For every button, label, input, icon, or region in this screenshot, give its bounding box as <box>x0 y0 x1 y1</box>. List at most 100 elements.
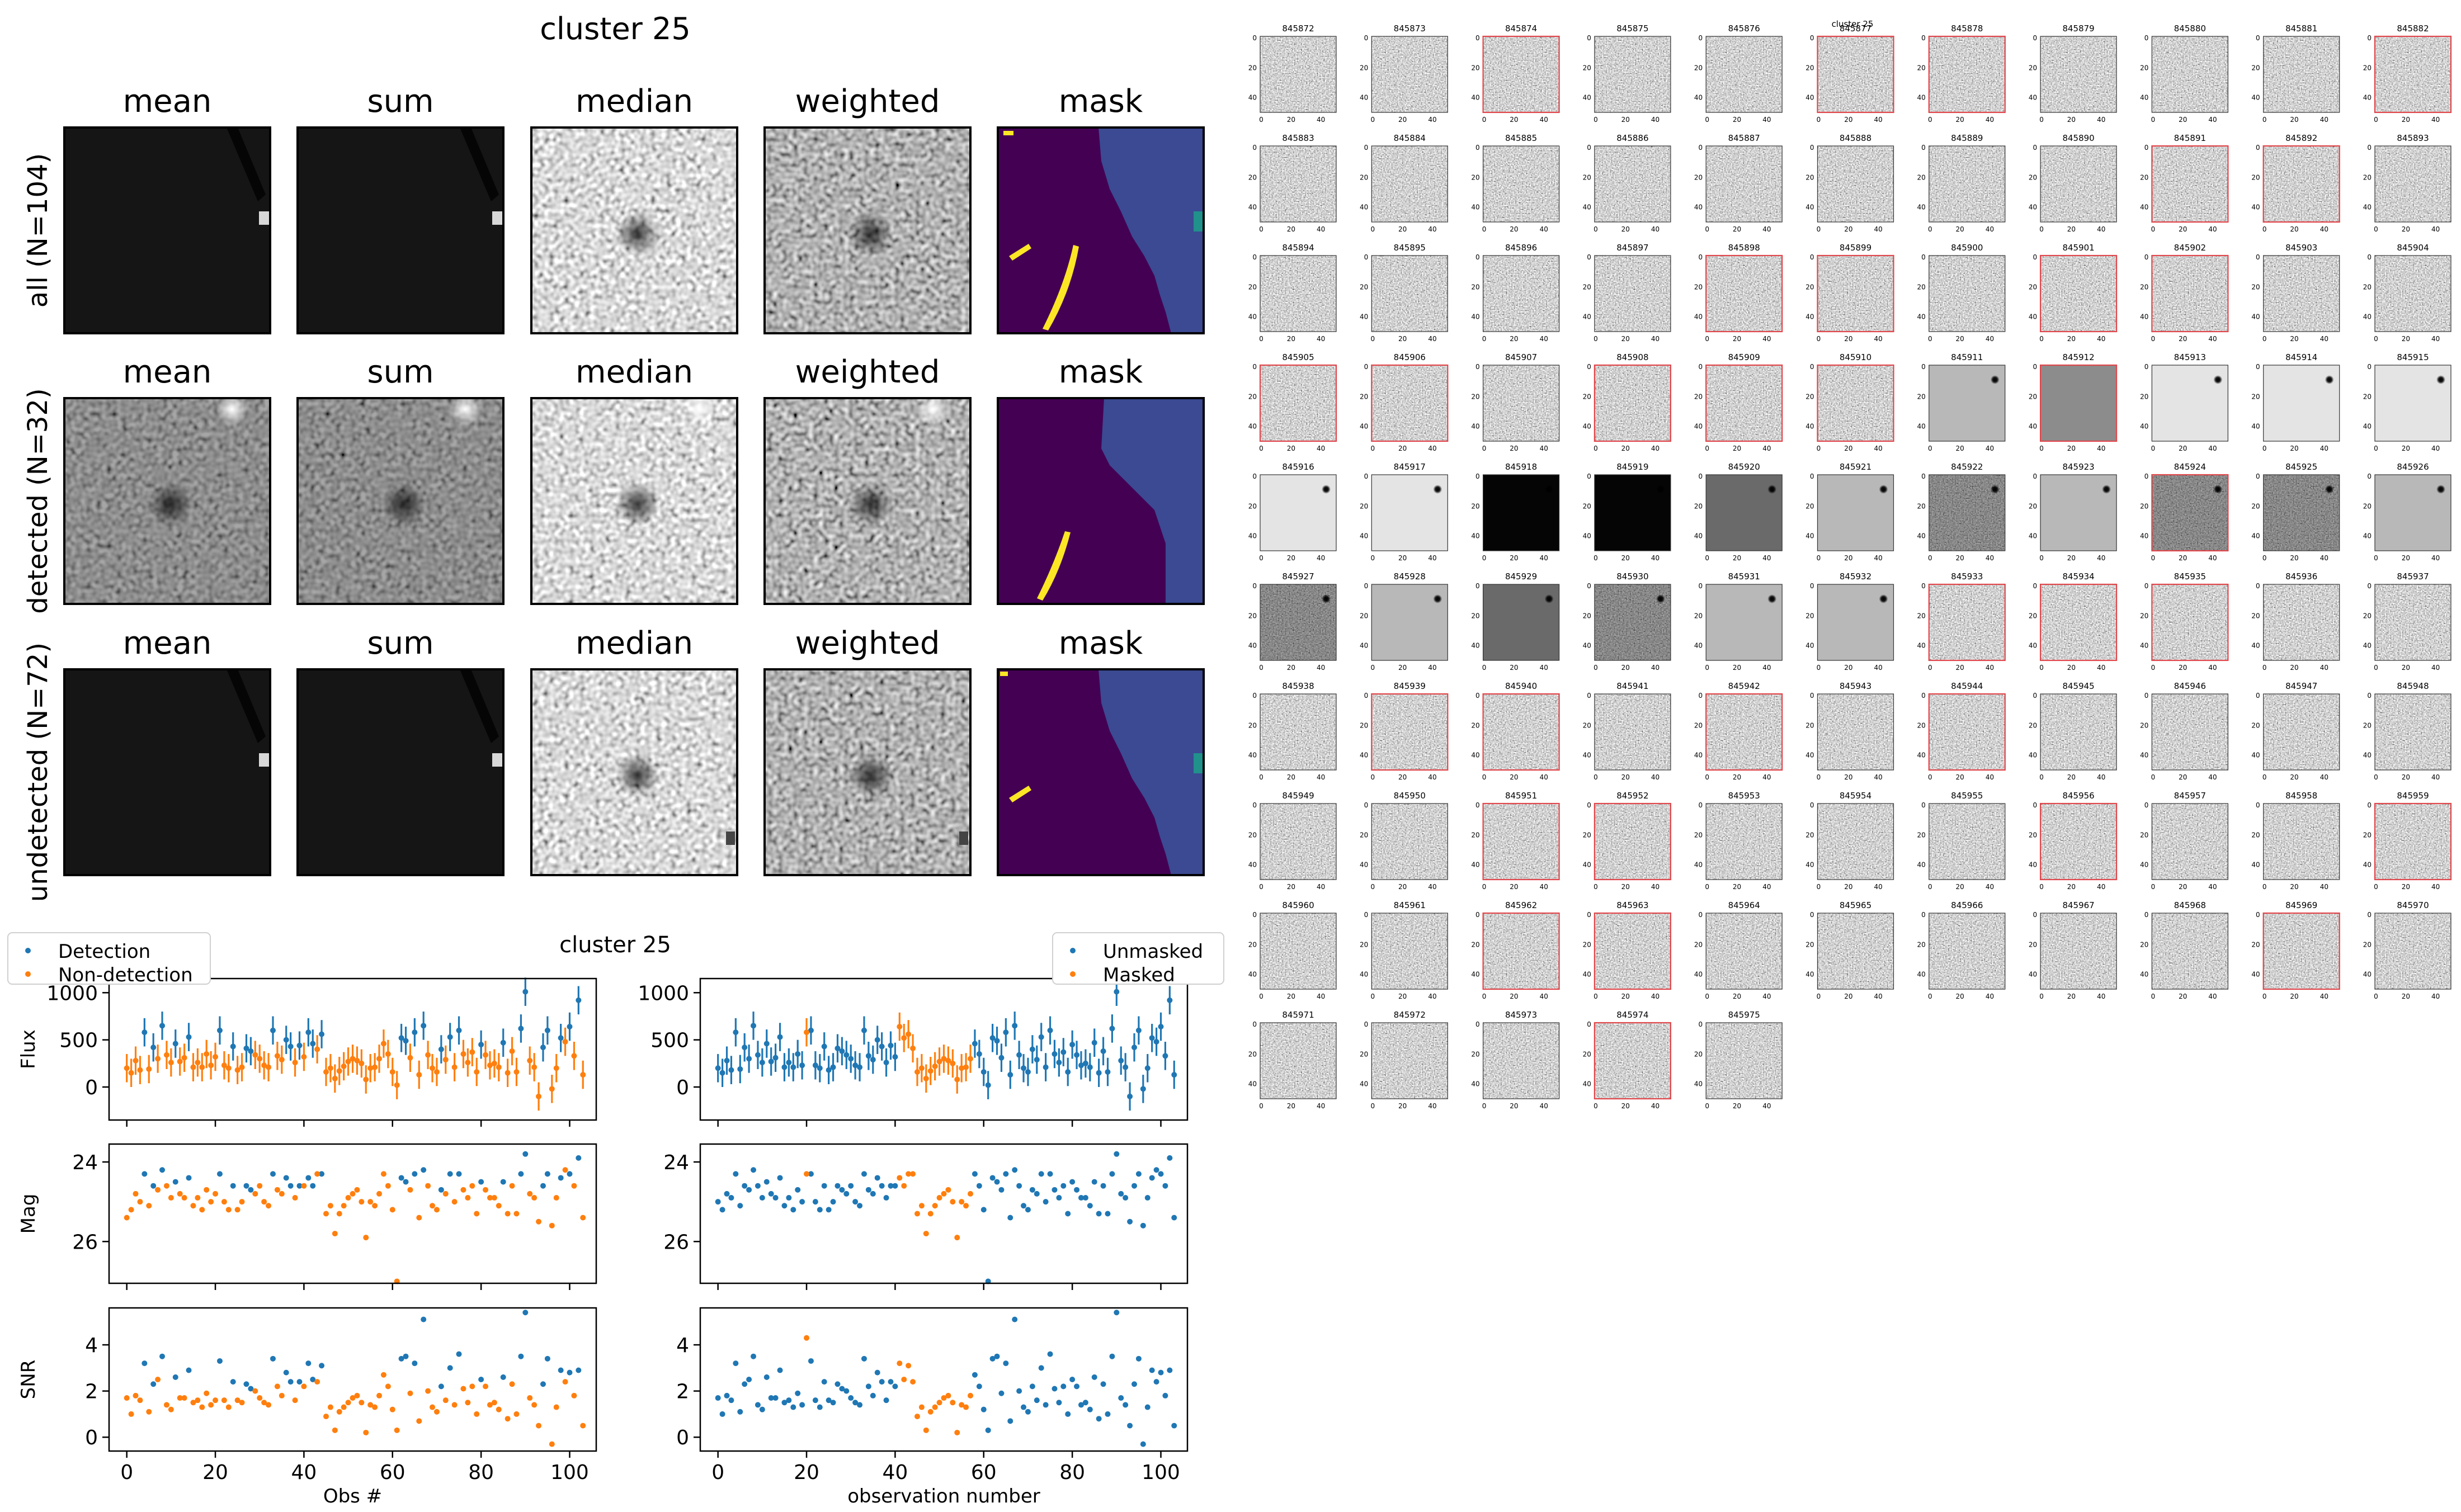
thumbnail-y-tick: 40 <box>2140 313 2148 321</box>
thumbnail-y-tick: 0 <box>1475 582 1480 590</box>
point-detection <box>412 1360 418 1367</box>
thumbnail-frame <box>2263 803 2340 880</box>
point-non-detection <box>279 1392 285 1398</box>
thumbnail-x-tick: 40 <box>2431 664 2440 672</box>
point-masked <box>918 1404 925 1410</box>
point-detection <box>230 1043 236 1050</box>
point-detection <box>150 1381 157 1387</box>
thumbnail-id: 845920 <box>1728 462 1760 472</box>
point-masked <box>901 1035 907 1041</box>
point-unmasked <box>1123 1064 1129 1070</box>
thumbnail-y-tick: 20 <box>2251 831 2260 839</box>
thumbnail-y-tick: 40 <box>1248 971 1257 979</box>
point-non-detection <box>239 1400 245 1406</box>
thumbnail-x-tick: 40 <box>1986 664 1994 672</box>
thumbnail-y-tick: 20 <box>1917 721 1926 729</box>
thumbnail-source <box>1433 594 1442 603</box>
point-detection <box>319 1031 325 1037</box>
point-unmasked <box>1021 1203 1027 1209</box>
point-masked <box>923 1427 929 1433</box>
thumbnail-x-tick: 40 <box>1986 773 1994 781</box>
point-non-detection <box>177 1190 183 1197</box>
thumbnail-y-tick: 20 <box>2363 64 2372 72</box>
point-non-detection <box>372 1404 378 1410</box>
thumbnail-id: 845970 <box>2397 900 2429 910</box>
thumbnail-y-tick: 20 <box>1694 941 1703 948</box>
point-non-detection <box>580 1423 586 1429</box>
point-non-detection <box>509 1381 515 1387</box>
point-non-detection <box>177 1395 183 1401</box>
point-unmasked <box>1167 997 1173 1003</box>
thumbnail-y-tick: 20 <box>2029 831 2037 839</box>
point-non-detection <box>208 1199 214 1205</box>
thumbnail-x-tick: 0 <box>1705 225 1709 233</box>
thumbnail-x-tick: 20 <box>1733 116 1741 124</box>
stamp-frame <box>63 126 271 334</box>
thumbnail-x-tick: 20 <box>2402 664 2410 672</box>
point-unmasked <box>1127 1218 1133 1225</box>
thumbnail-x-tick: 0 <box>2262 883 2267 891</box>
thumbnail-y-tick: 0 <box>1364 472 1369 480</box>
central-source <box>615 211 660 256</box>
point-unmasked <box>799 1402 805 1408</box>
point-detection <box>567 1171 573 1177</box>
thumbnail-x-tick: 20 <box>2067 335 2076 343</box>
thumbnail-x-tick: 40 <box>1317 883 1325 891</box>
thumbnail-y-tick: 40 <box>1805 423 1814 431</box>
point-masked <box>914 1069 920 1075</box>
thumbnail-y-tick: 40 <box>1805 313 1814 321</box>
thumbnail-x-tick: 0 <box>2151 445 2156 452</box>
point-unmasked <box>1078 1195 1084 1201</box>
point-unmasked <box>839 1386 845 1392</box>
thumbnail-id: 845935 <box>2174 571 2206 582</box>
thumbnail-id: 845964 <box>1728 900 1760 910</box>
thumbnail-x-tick: 20 <box>1955 335 1964 343</box>
point-non-detection <box>137 1067 143 1073</box>
thumbnail-id: 845885 <box>1505 133 1537 143</box>
point-unmasked <box>742 1183 748 1189</box>
point-unmasked <box>790 1207 796 1213</box>
point-unmasked <box>830 1064 836 1070</box>
point-non-detection <box>442 1397 449 1404</box>
point-unmasked <box>1140 1222 1146 1228</box>
thumbnail-image <box>1706 256 1783 332</box>
thumbnail-id: 845940 <box>1505 681 1537 691</box>
point-unmasked <box>1065 1069 1071 1075</box>
thumbnail-image <box>1594 694 1671 770</box>
point-detection <box>216 1027 223 1033</box>
thumbnail-x-tick: 20 <box>2402 116 2410 124</box>
thumbnail-y-tick: 40 <box>1360 642 1368 650</box>
point-unmasked <box>1074 1383 1080 1390</box>
thumbnail-x-tick: 40 <box>1874 664 1883 672</box>
thumbnail-frame <box>1929 255 2006 332</box>
thumbnail-source <box>1544 485 1554 494</box>
thumbnail-y-tick: 20 <box>2251 173 2260 181</box>
mask-region-blue <box>1099 127 1204 333</box>
thumbnail-x-tick: 0 <box>1593 335 1598 343</box>
point-non-detection <box>137 1397 143 1404</box>
thumbnail-y-tick: 20 <box>1471 721 1479 729</box>
point-unmasked <box>1012 1167 1018 1173</box>
thumbnail-y-tick: 40 <box>2029 313 2037 321</box>
point-non-detection <box>354 1057 360 1064</box>
thumbnail-y-tick: 20 <box>1360 941 1368 948</box>
thumbnail-x-tick: 20 <box>1287 773 1295 781</box>
thumbnail-x-tick: 0 <box>1928 883 1932 891</box>
thumbnail-x-tick: 40 <box>1874 993 1883 1000</box>
thumbnail-x-tick: 40 <box>1874 554 1883 562</box>
thumbnail-y-tick: 20 <box>1583 173 1591 181</box>
point-unmasked <box>1114 1151 1120 1157</box>
thumbnail-y-tick: 40 <box>2251 532 2260 540</box>
point-unmasked <box>1105 1069 1111 1075</box>
thumbnail-frame <box>1593 364 1671 442</box>
thumbnail-frame <box>1594 584 1671 661</box>
point-masked <box>963 1064 969 1070</box>
thumbnail-frame <box>2374 913 2451 990</box>
thumbnail-x-tick: 0 <box>1817 225 1821 233</box>
point-unmasked <box>763 1041 770 1047</box>
